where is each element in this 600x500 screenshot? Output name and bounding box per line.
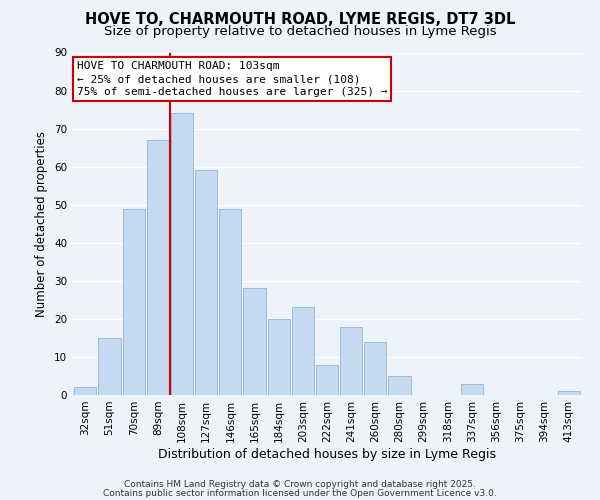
Bar [195, 170, 217, 395]
X-axis label: Distribution of detached houses by size in Lyme Regis: Distribution of detached houses by size … [158, 448, 496, 460]
Bar [122, 208, 145, 395]
Bar [219, 208, 241, 395]
Bar [171, 114, 193, 395]
Bar [98, 338, 121, 395]
Text: Size of property relative to detached houses in Lyme Regis: Size of property relative to detached ho… [104, 25, 496, 38]
Text: HOVE TO CHARMOUTH ROAD: 103sqm
← 25% of detached houses are smaller (108)
75% of: HOVE TO CHARMOUTH ROAD: 103sqm ← 25% of … [77, 61, 388, 98]
Bar [316, 364, 338, 395]
Bar [364, 342, 386, 395]
Bar [74, 388, 97, 395]
Bar [388, 376, 410, 395]
Bar [292, 308, 314, 395]
Bar [244, 288, 266, 395]
Text: HOVE TO, CHARMOUTH ROAD, LYME REGIS, DT7 3DL: HOVE TO, CHARMOUTH ROAD, LYME REGIS, DT7… [85, 12, 515, 26]
Text: Contains public sector information licensed under the Open Government Licence v3: Contains public sector information licen… [103, 488, 497, 498]
Bar [340, 326, 362, 395]
Y-axis label: Number of detached properties: Number of detached properties [35, 130, 49, 317]
Bar [557, 391, 580, 395]
Bar [146, 140, 169, 395]
Bar [461, 384, 483, 395]
Bar [268, 319, 290, 395]
Text: Contains HM Land Registry data © Crown copyright and database right 2025.: Contains HM Land Registry data © Crown c… [124, 480, 476, 489]
